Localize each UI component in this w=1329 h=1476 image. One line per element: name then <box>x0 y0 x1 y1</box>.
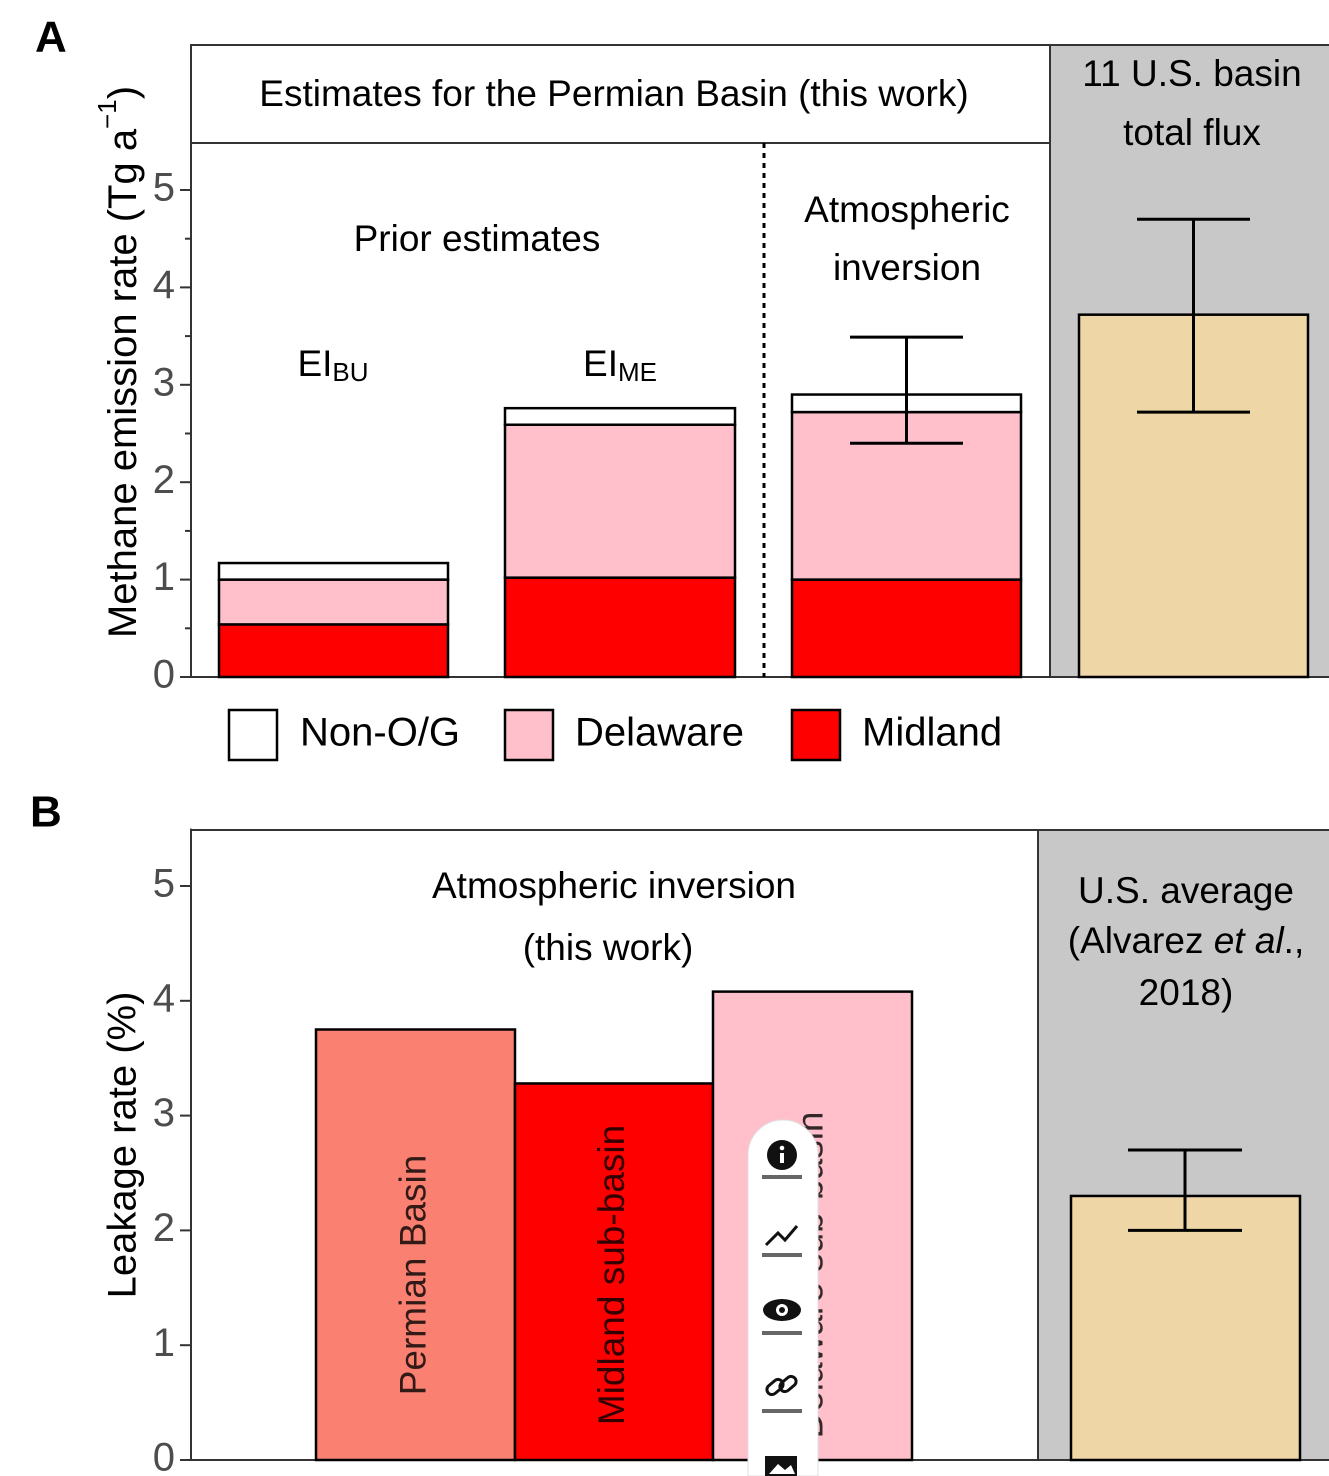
reference-title: 2018) <box>1139 972 1234 1013</box>
info-button[interactable] <box>762 1140 802 1179</box>
bar-segment <box>503 576 737 679</box>
category-subscript: ME <box>618 357 657 387</box>
reference-text: et al <box>1214 920 1286 961</box>
y-label-superscript: −1 <box>92 99 122 129</box>
y-tick-label: 2 <box>153 1206 175 1250</box>
reference-text: ., <box>1284 920 1305 961</box>
y-tick-label: 5 <box>153 166 175 210</box>
toolbar <box>747 1119 819 1476</box>
reference-title: total flux <box>1123 112 1261 153</box>
legend-label: Midland <box>862 711 1002 755</box>
reference-text: (Alvarez <box>1068 920 1214 961</box>
y-tick-label: 3 <box>153 1091 175 1135</box>
bar-segment <box>503 406 737 426</box>
group-label: Prior estimates <box>354 218 601 259</box>
y-tick-label: 0 <box>153 1436 175 1476</box>
category-label: EIME <box>583 343 657 387</box>
category-label: EIBU <box>297 343 368 387</box>
bar-label: Permian Basin <box>392 1155 433 1396</box>
y-label-text: ) <box>101 86 145 99</box>
reference-title: (Alvarez et al., <box>1068 920 1304 961</box>
reference-bar <box>1069 1194 1302 1462</box>
view-button[interactable] <box>762 1299 802 1335</box>
y-tick-label: 5 <box>153 862 175 906</box>
category-subscript: BU <box>332 357 368 387</box>
category-text: EI <box>583 343 618 384</box>
panel-title: Estimates for the Permian Basin (this wo… <box>259 73 968 114</box>
legend-swatch <box>503 708 555 762</box>
panel-label: A <box>35 13 67 62</box>
reference-title: 11 U.S. basin <box>1082 53 1301 94</box>
bar-segment <box>790 578 1023 679</box>
toolbar-panel <box>747 1119 819 1476</box>
y-axis-label: Methane emission rate (Tg a−1) <box>92 86 145 638</box>
bar <box>513 1082 715 1462</box>
bar-segment <box>217 578 450 626</box>
link-button[interactable] <box>762 1374 802 1413</box>
image-button[interactable] <box>765 1456 797 1476</box>
panel-label: B <box>30 788 62 837</box>
y-axis-label: Leakage rate (%) <box>101 992 145 1299</box>
category-text: EI <box>297 343 332 384</box>
reference-title: U.S. average <box>1078 870 1294 911</box>
y-tick-label: 1 <box>153 555 175 599</box>
bar-label: Midland sub-basin <box>591 1125 632 1425</box>
metrics-button[interactable] <box>762 1225 802 1257</box>
bar-segment <box>217 623 450 679</box>
y-tick-label: 2 <box>153 458 175 502</box>
y-tick-label: 3 <box>153 360 175 404</box>
bar-segment <box>217 561 450 581</box>
y-label-text: Methane emission rate (Tg a <box>101 128 145 638</box>
panel-title: Atmospheric inversion <box>432 865 796 906</box>
legend-swatch <box>790 708 842 762</box>
y-tick-label: 4 <box>153 263 175 307</box>
bar <box>314 1028 517 1462</box>
y-tick-label: 0 <box>153 653 175 697</box>
group-label: Atmospheric <box>804 189 1010 230</box>
marks: 0 1 2 3 4 5 Non-O/G Delaware Midland 0 1 2 3 4 5 Permia… <box>153 141 1310 1476</box>
legend-swatch <box>227 708 279 762</box>
legend-label: Delaware <box>575 711 744 755</box>
legend-label: Non-O/G <box>300 711 460 755</box>
y-tick-label: 4 <box>153 976 175 1020</box>
group-label: inversion <box>833 247 981 288</box>
panel-title: (this work) <box>523 927 694 968</box>
bar-segment <box>503 423 737 579</box>
y-tick-label: 1 <box>153 1321 175 1365</box>
